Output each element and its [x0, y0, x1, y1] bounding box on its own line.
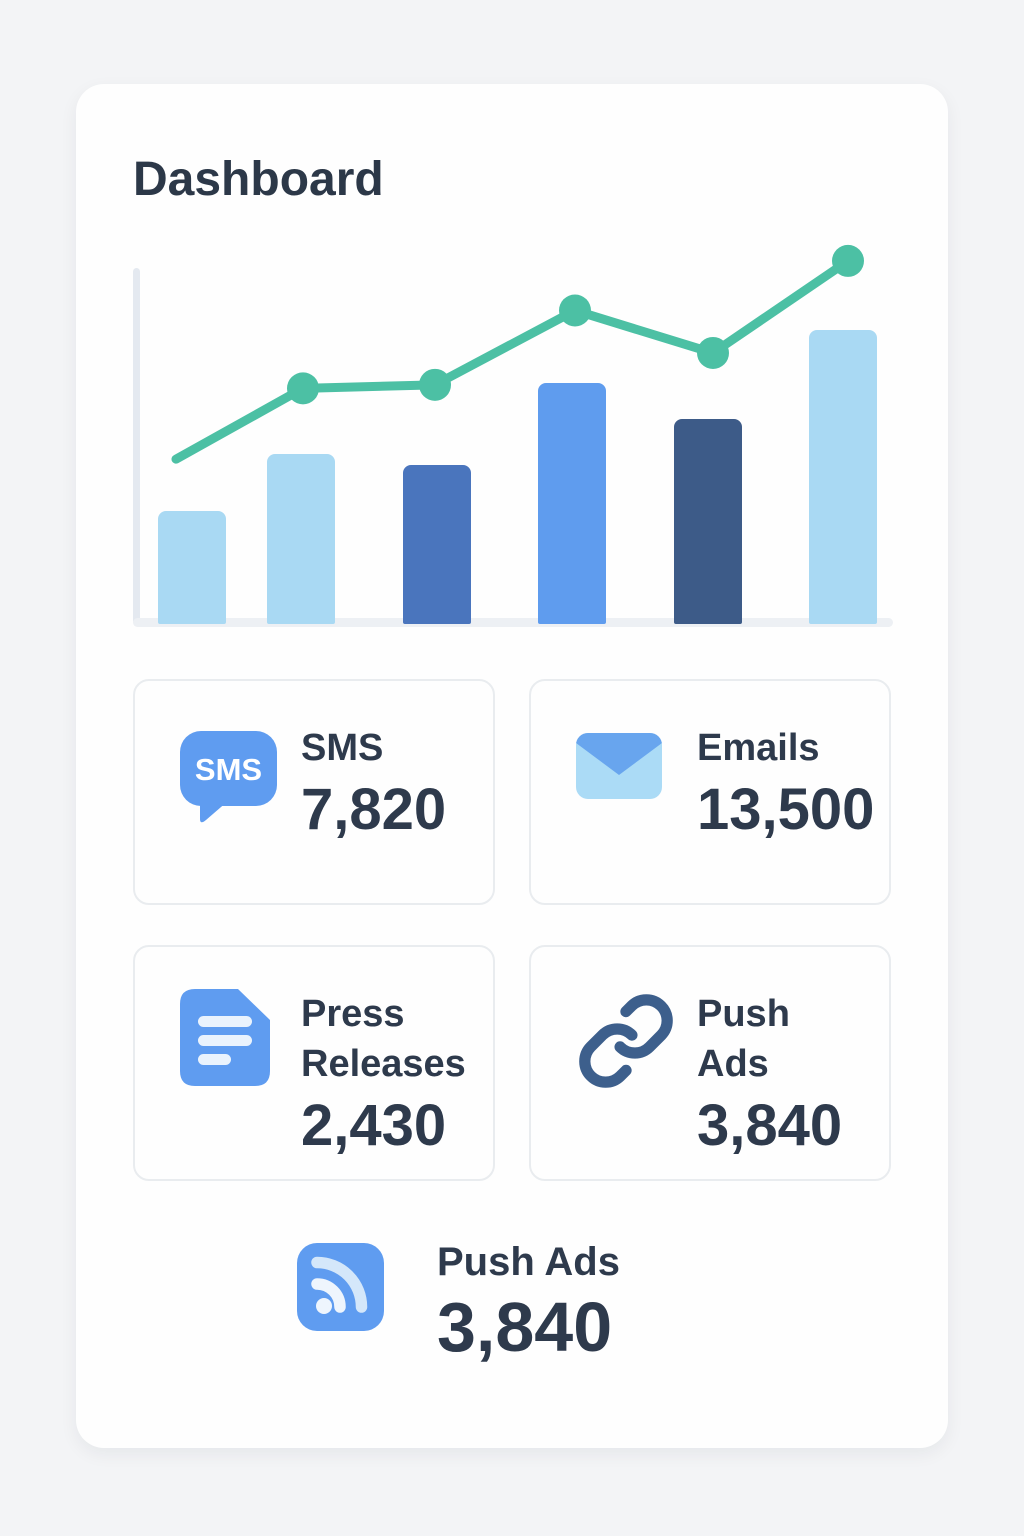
dashboard-card: Dashboard SMS SMS 7,820 — [76, 84, 948, 1448]
line-marker-4 — [559, 294, 591, 327]
sms-bubble-icon: SMS — [180, 723, 277, 828]
trend-line — [171, 244, 864, 464]
stat-value: 3,840 — [697, 1093, 843, 1158]
footer-stat-push-ads: Push Ads 3,840 — [297, 1238, 620, 1366]
stat-card-push-ads[interactable]: Push Ads 3,840 — [529, 945, 891, 1181]
line-marker-2 — [287, 372, 319, 405]
chart-bar-1 — [158, 511, 226, 624]
bar-line-chart — [133, 230, 893, 630]
chart-bar-2 — [267, 454, 335, 624]
chart-bar-4 — [538, 383, 606, 624]
footer-stat-label: Push Ads — [437, 1240, 620, 1284]
stat-label: Push Ads — [697, 993, 790, 1085]
stat-card-press-releases[interactable]: Press Releases 2,430 — [133, 945, 495, 1181]
stat-card-sms[interactable]: SMS SMS 7,820 — [133, 679, 495, 905]
document-icon — [180, 989, 277, 1091]
stat-label: Press Releases — [301, 993, 466, 1085]
chart-x-axis — [133, 618, 893, 627]
envelope-icon — [576, 723, 673, 804]
line-marker-6 — [832, 244, 864, 277]
chart-y-axis — [133, 268, 140, 624]
stat-value: 13,500 — [697, 777, 875, 842]
stat-card-emails[interactable]: Emails 13,500 — [529, 679, 891, 905]
stat-value: 2,430 — [301, 1093, 447, 1158]
stats-grid: SMS SMS 7,820 — [133, 679, 891, 1181]
svg-text:SMS: SMS — [195, 752, 262, 787]
footer-stat-value: 3,840 — [437, 1288, 613, 1366]
stat-label: Emails — [697, 727, 820, 769]
line-marker-3 — [419, 368, 451, 401]
page-title: Dashboard — [133, 153, 384, 206]
link-icon — [576, 989, 673, 1096]
rss-icon — [297, 1243, 384, 1336]
chart-bar-5 — [674, 419, 742, 624]
stat-value: 7,820 — [301, 777, 447, 842]
stat-label: SMS — [301, 727, 384, 769]
line-marker-5 — [697, 336, 729, 369]
chart-bar-6 — [809, 330, 877, 624]
chart-bar-3 — [403, 465, 471, 624]
